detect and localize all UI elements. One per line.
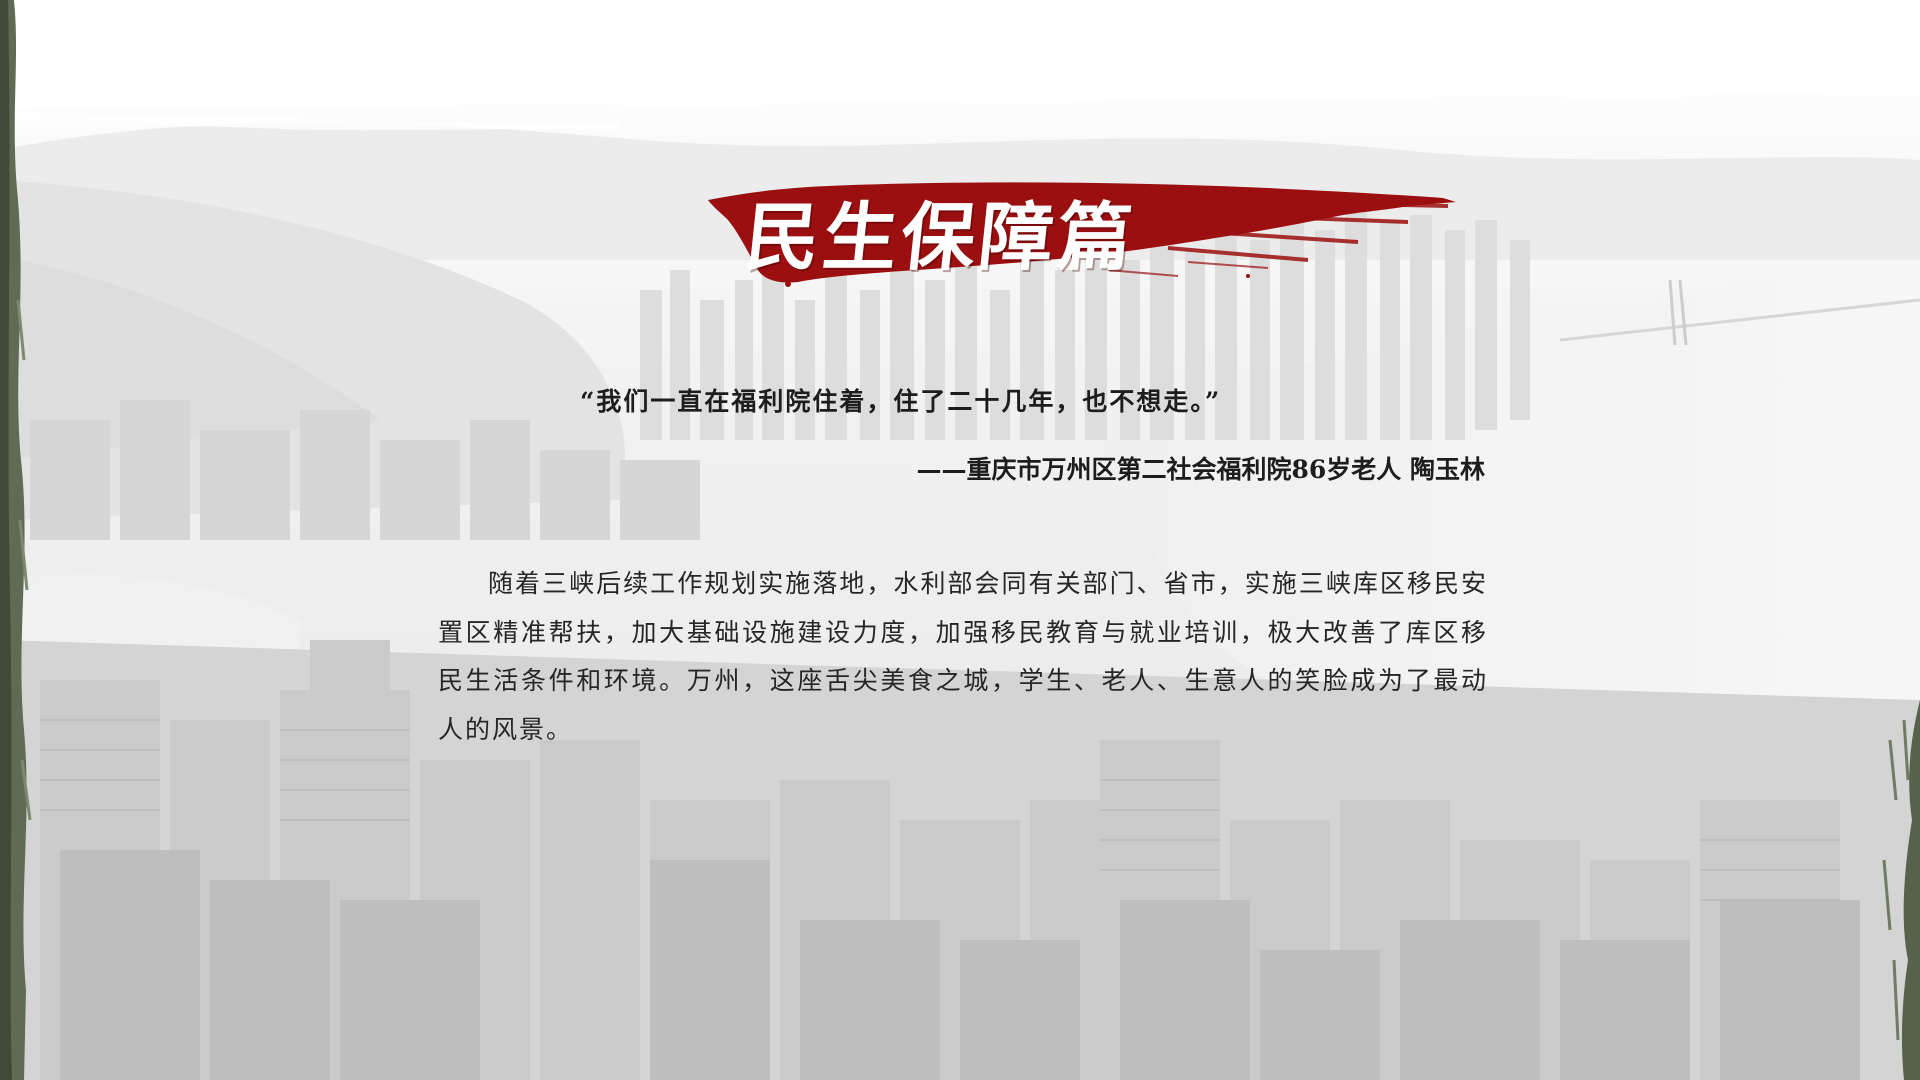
slide-title: 民生保障篇 — [740, 195, 1140, 281]
left-brush-edge-decoration — [0, 0, 32, 1080]
quote-text: “我们一直在福利院住着，住了二十几年，也不想走。” — [580, 387, 1222, 416]
body-paragraph: 随着三峡后续工作规划实施落地，水利部会同有关部门、省市，实施三峡库区移民安置区精… — [438, 569, 1488, 744]
right-brush-edge-decoration — [1882, 700, 1920, 1080]
red-brush-stroke — [708, 182, 1456, 287]
title-banner: 民生保障篇 — [708, 172, 1458, 292]
quote-attribution: ——重庆市万州区第二社会福利院86岁老人 陶玉林 — [916, 455, 1486, 484]
